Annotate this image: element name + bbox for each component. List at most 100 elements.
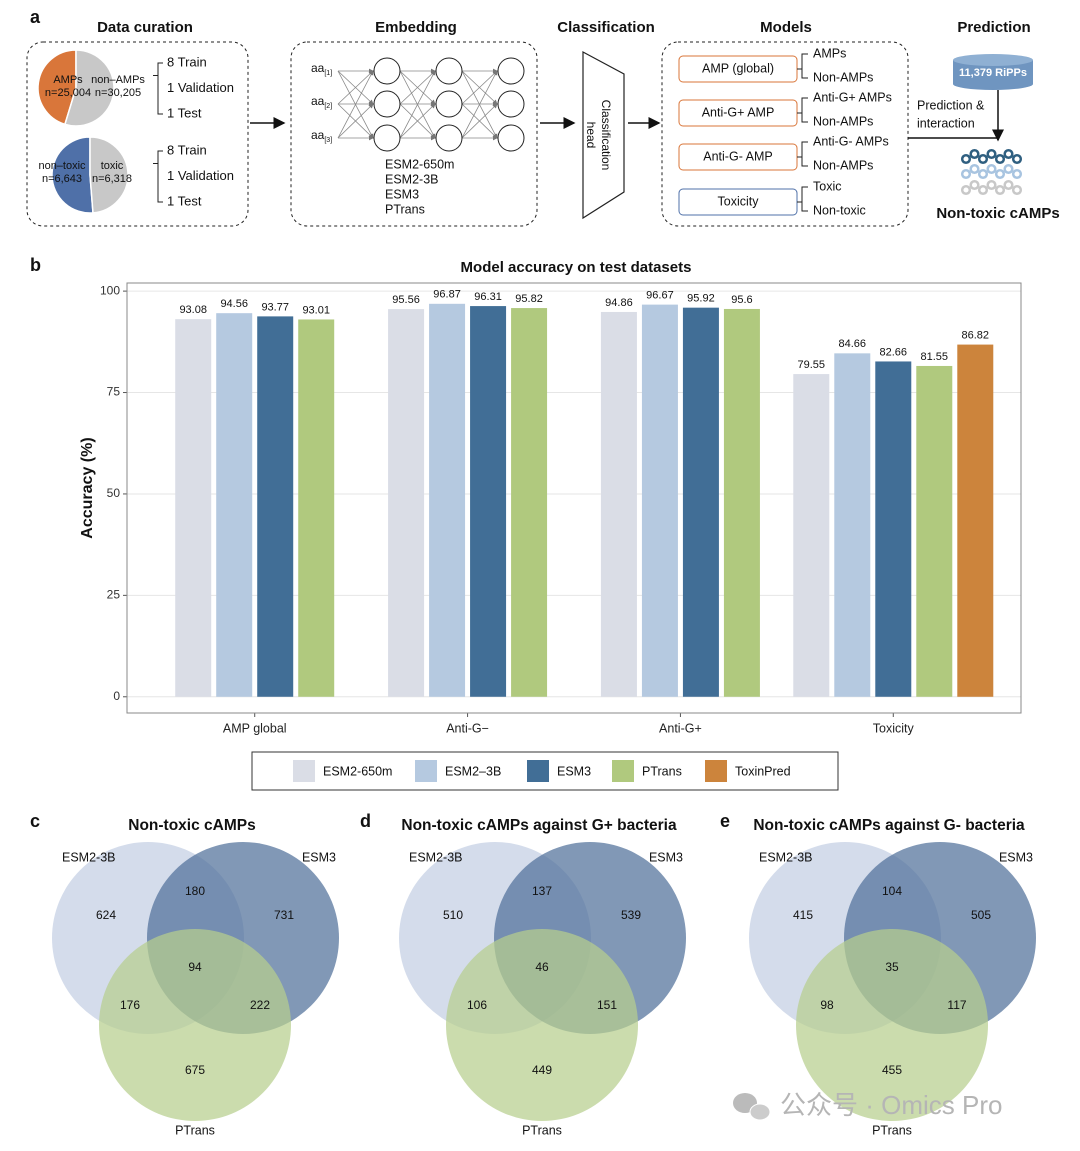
peptide-bead: [1011, 184, 1023, 196]
venn-set-label: PTrans: [522, 1123, 562, 1137]
venn-count: 151: [597, 998, 617, 1012]
venn-count: 449: [532, 1063, 552, 1077]
x-tick-label: Anti-G−: [446, 721, 489, 735]
neuron: [373, 90, 401, 118]
peptide-bead: [969, 163, 980, 175]
model-output: Non-AMPs: [813, 114, 873, 128]
database-top: [953, 54, 1033, 66]
bracket: [797, 141, 808, 167]
pie-label: non–toxic: [38, 160, 86, 172]
y-tick-label: 0: [113, 689, 120, 703]
edge: [399, 103, 436, 139]
bar: [175, 319, 212, 697]
venn-count: 539: [621, 908, 641, 922]
result-label: Non-toxic cAMPs: [936, 205, 1059, 222]
wechat-icon: [749, 1103, 771, 1121]
split-label: 1 Test: [167, 105, 202, 120]
bracket: [797, 53, 808, 79]
model-output: Non-AMPs: [813, 158, 873, 172]
embedding-model: ESM2-650m: [385, 157, 454, 171]
venn-count: 117: [947, 998, 966, 1012]
input-subscript: [2]: [324, 103, 332, 110]
pie-value-label: n=6,318: [92, 173, 132, 185]
input-subscript: [3]: [324, 137, 332, 144]
venn-count: 510: [443, 908, 463, 922]
venn-count: 137: [532, 884, 552, 898]
peptide-bead: [986, 163, 997, 175]
plot-frame: [126, 282, 1022, 714]
venn-count: 106: [467, 998, 487, 1012]
section-title: Models: [760, 19, 812, 36]
peptide-bead: [977, 184, 989, 196]
venn-count: 35: [885, 960, 899, 974]
y-tick-label: 50: [107, 486, 121, 500]
value-label: 84.66: [839, 338, 867, 350]
model-name: AMP (global): [702, 61, 774, 75]
section-title: Embedding: [375, 19, 457, 36]
bar: [470, 306, 507, 697]
peptide-bead: [1011, 153, 1023, 165]
legend-swatch: [293, 760, 315, 782]
legend-swatch: [612, 760, 634, 782]
bar: [875, 361, 912, 697]
bar: [793, 374, 830, 697]
value-label: 95.82: [515, 293, 543, 305]
peptide-bead: [986, 179, 997, 191]
venn-count: 222: [250, 998, 270, 1012]
value-label: 93.77: [261, 301, 289, 313]
panel-label: c: [30, 811, 40, 831]
peptide-bead: [960, 184, 972, 196]
bar: [682, 307, 719, 697]
bar: [600, 311, 637, 697]
input-label: aa[3]: [311, 128, 332, 144]
x-tick-label: Anti-G+: [659, 721, 702, 735]
pie-slice: [51, 136, 94, 214]
bar: [723, 308, 760, 697]
peptide-bead: [969, 148, 980, 160]
edge: [461, 103, 498, 139]
venn-count: 455: [882, 1063, 902, 1077]
value-label: 95.92: [687, 293, 715, 305]
bar: [429, 303, 466, 697]
venn-set-label: ESM2-3B: [62, 850, 116, 864]
legend-label: ESM3: [557, 764, 591, 778]
y-axis-label: Accuracy (%): [79, 437, 96, 538]
edge: [337, 103, 374, 139]
value-label: 95.6: [731, 294, 752, 306]
value-label: 96.87: [433, 289, 461, 301]
legend-swatch: [415, 760, 437, 782]
embedding-model: ESM3: [385, 187, 419, 201]
neuron: [373, 124, 401, 152]
pie-label: AMPs: [53, 74, 83, 86]
edge: [461, 70, 498, 139]
pie-slice: [89, 136, 129, 214]
flow-label: Prediction &: [917, 98, 985, 112]
model-name: Toxicity: [718, 194, 760, 208]
venn-count: 415: [793, 908, 813, 922]
chart-title: Model accuracy on test datasets: [461, 259, 692, 276]
venn-set: [446, 929, 638, 1121]
venn-set-label: ESM2-3B: [409, 850, 463, 864]
split-label: 1 Validation: [167, 168, 234, 183]
edge: [399, 70, 436, 139]
x-tick-label: AMP global: [223, 721, 287, 735]
pie-label: toxic: [101, 160, 124, 172]
panel-label: b: [30, 255, 41, 275]
venn-count: 176: [120, 998, 140, 1012]
venn-set-label: PTrans: [872, 1123, 912, 1137]
value-label: 94.56: [220, 298, 248, 310]
neuron: [497, 124, 525, 152]
input-label: aa[1]: [311, 61, 332, 77]
model-name: Anti-G- AMP: [703, 149, 772, 163]
neuron: [373, 57, 401, 85]
peptide-bead: [977, 168, 989, 180]
legend-label: ToxinPred: [735, 764, 791, 778]
bar: [257, 316, 294, 697]
bar: [916, 365, 953, 697]
peptide-bead: [986, 148, 997, 160]
venn-title: Non-toxic cAMPs against G+ bacteria: [401, 817, 677, 834]
peptide-bead: [1011, 168, 1023, 180]
value-label: 94.86: [605, 297, 633, 309]
head-label: Classification: [599, 100, 613, 171]
input-base: aa: [311, 61, 325, 75]
